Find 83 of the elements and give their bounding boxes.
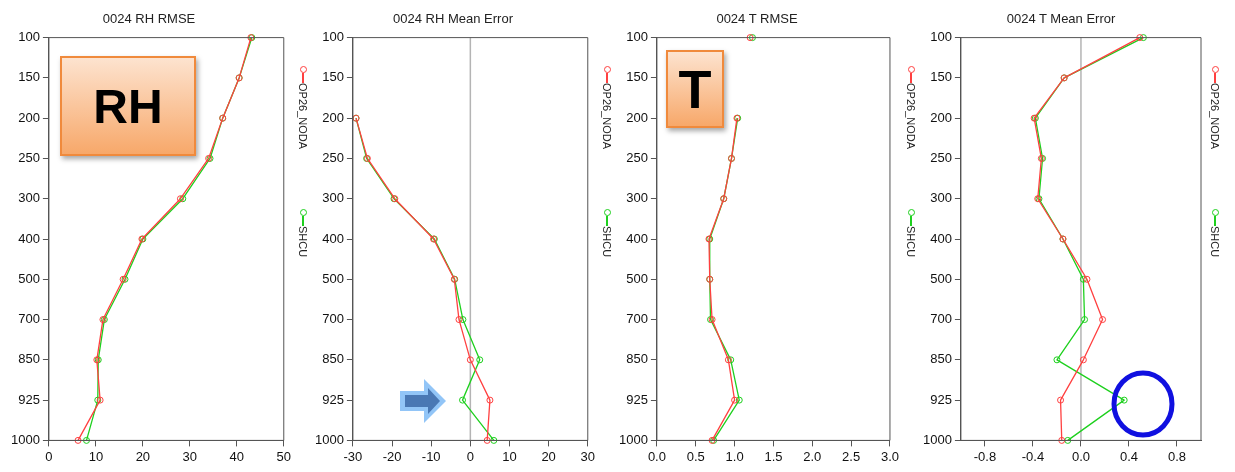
y-tick-label: 500 — [626, 270, 648, 286]
x-tick-label: 30 — [182, 448, 198, 464]
annotation: RH — [60, 56, 196, 156]
y-tick-label: 100 — [626, 29, 648, 45]
y-tick-label: 250 — [322, 150, 344, 166]
x-tick-label: 2.0 — [803, 448, 822, 464]
x-tick-label: 20 — [541, 448, 556, 464]
y-tick-label: 400 — [18, 230, 40, 246]
x-tick-label: -20 — [382, 448, 402, 464]
y-tick-label: 200 — [18, 109, 40, 125]
x-tick-label: 10 — [88, 448, 104, 464]
legend-label: SHCU — [601, 226, 613, 258]
legend-label: SHCU — [1209, 226, 1221, 258]
y-tick-label: 300 — [322, 190, 344, 206]
y-tick-label: 850 — [18, 351, 40, 367]
y-tick-label: 150 — [322, 69, 344, 85]
x-tick-label: -30 — [343, 448, 363, 464]
y-tick-label: 250 — [930, 150, 952, 166]
x-tick-label: 0 — [466, 448, 474, 464]
x-tick-label: 0.0 — [1071, 448, 1090, 464]
legend-label: SHCU — [297, 226, 309, 258]
y-tick-label: 500 — [18, 270, 40, 286]
y-tick-label: 200 — [930, 109, 952, 125]
y-tick-label: 700 — [18, 311, 40, 327]
y-tick-label: 700 — [322, 311, 344, 327]
x-tick-label: -0.8 — [973, 448, 997, 464]
y-tick-label: 100 — [930, 29, 952, 45]
y-tick-label: 500 — [930, 270, 952, 286]
y-tick-label: 100 — [322, 29, 344, 45]
chart-title: 0024 RH Mean Error — [393, 11, 514, 27]
x-tick-label: 20 — [135, 448, 151, 464]
y-tick-label: 700 — [930, 311, 952, 327]
y-tick-label: 300 — [626, 190, 648, 206]
legend-label: OP26_NODA — [1209, 83, 1221, 150]
y-tick-label: 1000 — [11, 431, 40, 447]
legend-label: OP26_NODA — [297, 83, 309, 150]
x-tick-label: 1.0 — [725, 448, 744, 464]
legend-label: OP26_NODA — [601, 83, 613, 150]
x-tick-label: 0 — [45, 448, 53, 464]
x-tick-label: 0.8 — [1167, 448, 1187, 464]
chart-title: 0024 T Mean Error — [1006, 11, 1116, 27]
x-tick-label: 0.5 — [686, 448, 705, 464]
y-tick-label: 850 — [322, 351, 344, 367]
annotation: T — [666, 50, 724, 128]
y-tick-label: 150 — [626, 69, 648, 85]
y-tick-label: 925 — [18, 391, 40, 407]
x-tick-label: -10 — [421, 448, 441, 464]
y-tick-label: 300 — [18, 190, 40, 206]
y-tick-label: 700 — [626, 311, 648, 327]
y-tick-label: 100 — [18, 29, 40, 45]
x-tick-label: 3.0 — [880, 448, 899, 464]
x-tick-label: 50 — [276, 448, 291, 464]
y-tick-label: 850 — [626, 351, 648, 367]
y-tick-label: 925 — [322, 391, 344, 407]
y-tick-label: 500 — [322, 270, 344, 286]
y-tick-label: 925 — [626, 391, 648, 407]
y-tick-label: 150 — [930, 69, 952, 85]
y-tick-label: 850 — [930, 351, 952, 367]
y-tick-label: 250 — [18, 150, 40, 166]
y-tick-label: 400 — [322, 230, 344, 246]
y-tick-label: 200 — [322, 109, 344, 125]
legend-label: OP26_NODA — [905, 83, 917, 150]
y-tick-label: 1000 — [619, 431, 648, 447]
y-tick-label: 300 — [930, 190, 952, 206]
y-tick-label: 1000 — [923, 431, 952, 447]
x-tick-label: 0.0 — [647, 448, 666, 464]
x-tick-label: 1.5 — [764, 448, 783, 464]
y-tick-label: 1000 — [315, 431, 344, 447]
legend-label: SHCU — [905, 226, 917, 258]
chart-title: 0024 T RMSE — [716, 11, 798, 27]
y-tick-label: 150 — [18, 69, 40, 85]
chart-title: 0024 RH RMSE — [102, 11, 196, 27]
x-tick-label: 0.4 — [1119, 448, 1139, 464]
y-tick-label: 400 — [626, 230, 648, 246]
x-tick-label: 2.5 — [842, 448, 861, 464]
x-tick-label: -0.4 — [1021, 448, 1045, 464]
y-tick-label: 400 — [930, 230, 952, 246]
y-tick-label: 925 — [930, 391, 952, 407]
x-tick-label: 40 — [229, 448, 245, 464]
y-tick-label: 250 — [626, 150, 648, 166]
x-tick-label: 30 — [580, 448, 595, 464]
y-tick-label: 200 — [626, 109, 648, 125]
x-tick-label: 10 — [502, 448, 517, 464]
